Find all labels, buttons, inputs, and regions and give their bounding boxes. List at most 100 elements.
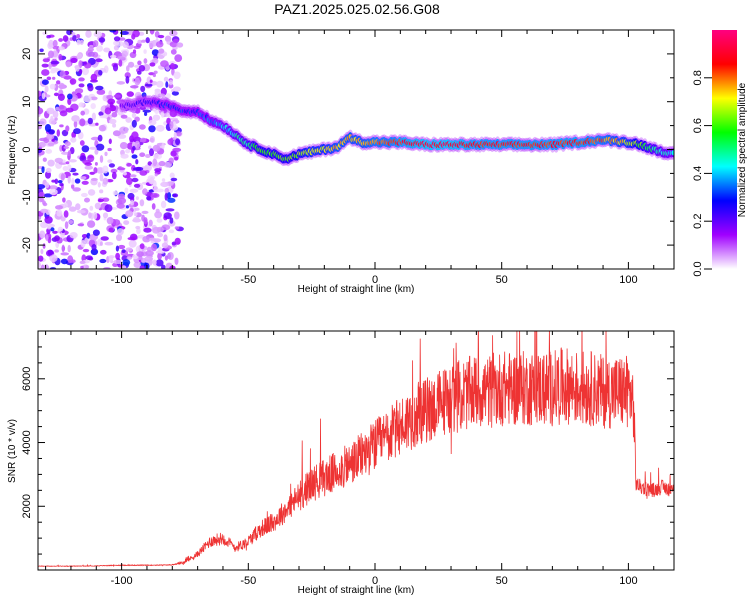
spectrogram-noise-cell [90,177,98,181]
spectrogram-noise-cell [149,62,156,67]
spectrogram-noise-cell [164,192,168,201]
spectrogram-noise-cell [118,59,123,67]
spectrogram-noise-cell [39,137,48,142]
spectrogram-noise-cell [43,193,53,198]
spectrogram-noise-cell [142,236,151,243]
spectrogram-noise-cell [40,221,48,229]
spectrogram-noise-cell [77,209,86,214]
spectrogram-noise-cell [167,252,174,260]
spectrogram-noise-cell [41,63,49,68]
spectrogram-y-ticks: -20 -10 0 10 20 [21,29,674,270]
spectrogram-noise-cell [87,220,96,228]
spectrogram-noise-cell [93,40,99,48]
spectrogram-noise-cell [106,95,114,100]
spectrogram-noise-cell [40,248,44,255]
spectrogram-noise-cell [83,61,88,65]
spectrogram-noise-cell [84,165,94,170]
spectrogram-noise-cell [123,220,130,226]
spectrogram-noise-cell [137,39,143,45]
spectrogram-noise-cell [136,227,141,235]
spectrogram-noise-cell [110,54,117,59]
spectrogram-noise-cell [141,210,149,214]
spectrogram-noise-cell [156,80,164,88]
spectrogram-noise-cell [98,70,103,76]
spectrogram-noise-cell [90,103,96,110]
spectrogram-noise-cell [171,91,179,96]
spectrogram-noise-cell [42,202,48,207]
spectrogram-noise-cell [152,259,157,266]
spectrogram-noise-cell [108,227,114,233]
spectrogram-noise-cell [72,187,81,192]
spectrogram-noise-cell [47,50,55,59]
spectrogram-noise-cell [94,149,99,155]
x-tick-label: -50 [240,274,256,286]
spectrogram-noise-cell [38,184,46,190]
spectrogram-noise-cell [50,227,55,232]
spectrogram-noise-cell [85,30,92,38]
spectrogram-noise-cell [156,188,164,193]
spectrogram-noise-cell [46,107,55,115]
spectrogram-noise-cell [111,111,118,118]
spectrogram-noise-cell [172,121,177,129]
spectrogram-noise-cell [84,162,92,166]
spectrogram-noise-cell [91,112,96,121]
spectrogram-noise-cell [171,68,175,76]
spectrogram-noise-cell [45,171,51,179]
spectrogram-noise-cell [55,106,60,111]
spectrogram-noise-cell [174,156,179,161]
spectrogram-noise-cell [59,110,68,117]
spectrogram-noise-cell [42,31,48,35]
spectrogram-noise-cell [72,34,77,42]
spectrogram-noise-cell [109,30,117,33]
spectrogram-noise-cell [133,261,142,268]
spectrogram-noise-cell [149,79,153,83]
spectrogram-noise-cell [168,83,174,89]
spectrogram-noise-cell [93,167,98,174]
spectrogram-noise-cell [73,120,78,128]
spectrogram-noise-cell [174,211,180,220]
spectrogram-noise-cell [67,255,74,264]
spectrogram-noise-cell [89,44,94,48]
spectrogram-noise-cell [70,57,78,64]
spectrogram-noise-cell [117,228,124,236]
spectrogram-noise-cell [126,91,134,97]
spectrogram-noise-cell [78,60,83,69]
spectrogram-noise-cell [108,138,112,145]
spectrogram-noise-cell [122,259,131,266]
spectrogram-noise-cell [122,171,127,176]
spectrogram-noise-cell [96,45,103,52]
spectrogram-noise-cell [168,157,174,164]
spectrogram-noise-cell [143,217,148,225]
spectrogram-noise-cell [137,70,142,75]
spectrogram-noise-cell [47,159,55,167]
spectrogram-noise-cell [87,117,94,125]
spectrogram-noise-cell [112,190,118,196]
spectrogram-noise-cell [125,205,130,209]
spectrogram-noise-cell [115,245,119,252]
spectrogram-noise-cell [94,202,101,210]
spectrogram-noise-cell [81,180,89,185]
spectrogram-noise-cell [75,203,81,211]
x-tick-label: 100 [619,274,637,286]
spectrogram-noise-cell [174,54,183,62]
y-tick-label: -20 [21,237,33,253]
snr-x-ticks: -100 -50 0 50 100 [45,331,655,587]
spectrogram-noise-cell [120,153,129,159]
spectrogram-noise-cell [170,177,178,182]
spectrogram-noise-cell [143,49,147,54]
spectrogram-noise-cell [89,205,94,211]
spectrogram-noise-cell [142,188,148,196]
spectrogram-noise-cell [83,95,92,103]
spectrogram-noise-cell [164,255,168,261]
spectrogram-noise-cell [109,105,117,112]
spectrogram-noise-cell [139,124,146,130]
spectrogram-noise-cell [58,53,63,61]
colorbar-label: Normalized spectral amplitude [737,82,748,217]
colorbar: 0.0 0.2 0.4 0.6 0.8 Normalized spectral ampl… [692,30,748,277]
spectrogram-noise-cell [143,58,148,64]
x-tick-label: -100 [111,274,133,286]
spectrogram-noise-cell [119,31,129,35]
spectrogram-noise-cell [56,209,63,217]
spectrogram-noise-cell [67,176,71,184]
spectrogram-noise-cell [87,84,94,92]
